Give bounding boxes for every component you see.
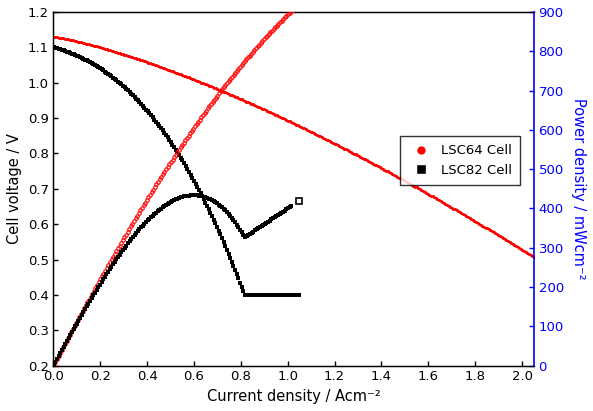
Y-axis label: Cell voltage / V: Cell voltage / V [7,133,22,244]
Legend: LSC64 Cell, LSC82 Cell: LSC64 Cell, LSC82 Cell [400,136,520,185]
Y-axis label: Power density / mWcm⁻²: Power density / mWcm⁻² [571,98,586,279]
X-axis label: Current density / Acm⁻²: Current density / Acm⁻² [207,389,381,404]
